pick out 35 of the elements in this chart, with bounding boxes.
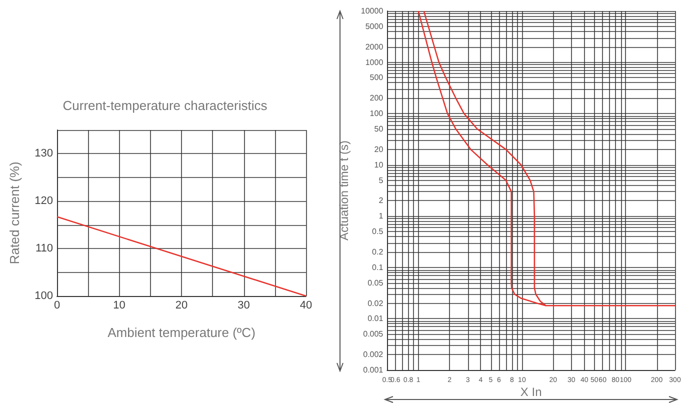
y-tick-label: 1 (378, 212, 384, 221)
y-tick-label: 50 (374, 124, 384, 134)
chart-title: Current-temperature characteristics (62, 98, 268, 113)
y-tick-label: 10000 (360, 6, 384, 16)
y-tick-label: 0.01 (368, 314, 384, 324)
y-tick-label: 200 (370, 94, 384, 103)
y-tick-label: 0.1 (372, 262, 384, 272)
y-tick-label: 0.2 (372, 247, 384, 256)
y-tick-label: 500 (370, 73, 384, 82)
y-tick-label: 0.02 (368, 298, 384, 308)
y-tick-label: 0.05 (368, 278, 384, 288)
x-tick-label: 0 (54, 300, 60, 312)
x-axis-title: Ambient temperature (ºC) (108, 325, 256, 340)
y-tick-label: 0.001 (363, 366, 384, 374)
y-tick-label: 110 (35, 242, 53, 255)
y-tick-label: 0.5 (372, 227, 384, 236)
x-tick-label: 30 (238, 300, 250, 312)
y-tick-label: 5 (378, 176, 384, 185)
y-tick-label: 20 (374, 144, 384, 154)
y-tick-label: 2 (378, 196, 384, 206)
y-tick-label: 5000 (365, 22, 384, 31)
x-axis-title: X In (520, 385, 542, 399)
y-tick-label: 1000 (365, 58, 384, 67)
y-tick-label: 120 (34, 195, 53, 208)
y-tick-label: 10 (374, 160, 384, 170)
y-tick-label: 0.005 (363, 330, 384, 339)
y-axis-title: Rated current (%) (7, 162, 22, 264)
x-tick-label: 20 (175, 300, 188, 312)
x-tick-label: 40 (300, 300, 312, 312)
y-tick-label: 100 (34, 290, 53, 302)
y-tick-label: 0.002 (363, 350, 384, 360)
y-tick-label: 2000 (365, 42, 384, 52)
y-tick-label: 100 (370, 109, 384, 118)
y-tick-label: 130 (34, 148, 53, 160)
x-tick-label: 10 (113, 300, 126, 312)
